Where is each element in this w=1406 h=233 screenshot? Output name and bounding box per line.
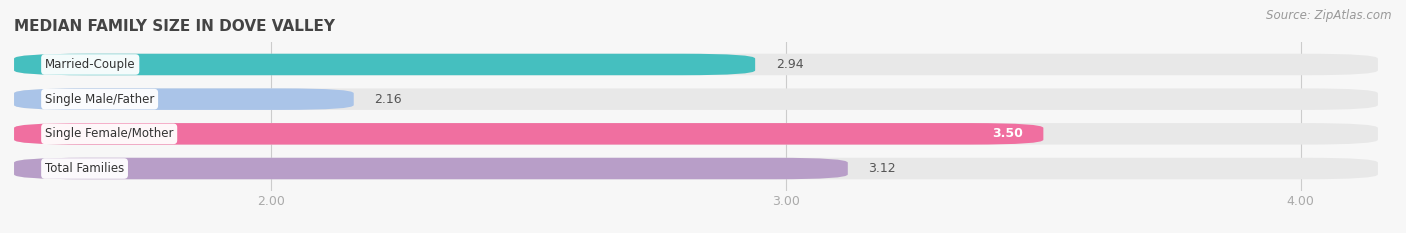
FancyBboxPatch shape [14,158,848,179]
Text: 2.94: 2.94 [776,58,803,71]
Text: Single Female/Mother: Single Female/Mother [45,127,173,140]
Text: Single Male/Father: Single Male/Father [45,93,155,106]
Text: Source: ZipAtlas.com: Source: ZipAtlas.com [1267,9,1392,22]
FancyBboxPatch shape [14,88,1378,110]
Text: 3.12: 3.12 [869,162,896,175]
FancyBboxPatch shape [14,54,1378,75]
Text: 2.16: 2.16 [374,93,402,106]
FancyBboxPatch shape [14,54,755,75]
FancyBboxPatch shape [14,158,1378,179]
FancyBboxPatch shape [14,123,1378,145]
Text: Married-Couple: Married-Couple [45,58,135,71]
FancyBboxPatch shape [14,123,1043,145]
FancyBboxPatch shape [14,88,354,110]
Text: MEDIAN FAMILY SIZE IN DOVE VALLEY: MEDIAN FAMILY SIZE IN DOVE VALLEY [14,19,335,34]
Text: Total Families: Total Families [45,162,124,175]
Text: 3.50: 3.50 [991,127,1022,140]
